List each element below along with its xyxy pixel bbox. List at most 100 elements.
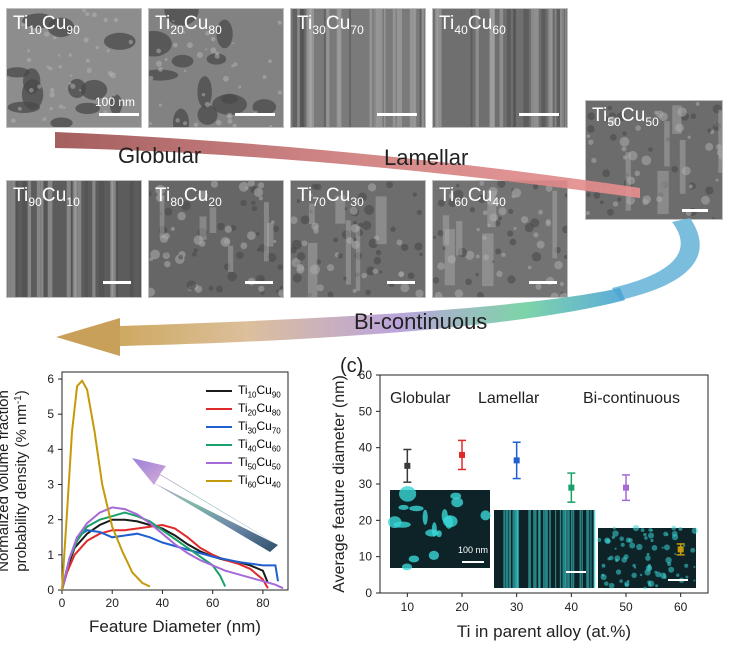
label-lamellar: Lamellar — [384, 145, 469, 170]
inset-micrograph — [494, 510, 596, 588]
micrograph-texture — [149, 181, 283, 297]
label-globular: Globular — [118, 143, 202, 168]
x-axis-label: Ti in parent alloy (at.%) — [457, 622, 631, 641]
y-tick-label: 2 — [47, 513, 54, 527]
micrograph-texture — [291, 181, 425, 297]
x-tick-label: 20 — [106, 596, 120, 610]
inset-micrograph — [597, 524, 699, 590]
micrograph-texture — [7, 9, 141, 127]
inset-scale-bar — [566, 571, 586, 573]
legend-entry: Ti10Cu90 — [206, 383, 281, 399]
micrograph-tile: Ti30Cu70 — [290, 8, 426, 128]
legend-entry: Ti40Cu60 — [206, 437, 281, 453]
composition-label: Ti60Cu40 — [439, 185, 506, 209]
legend-label: Ti30Cu70 — [238, 419, 281, 436]
micrograph-texture — [433, 181, 567, 297]
x-tick-label: 50 — [619, 600, 633, 614]
plot-frame — [61, 371, 289, 591]
composition-label: Ti30Cu70 — [297, 13, 364, 37]
bottom-flow-ribbon — [120, 288, 625, 346]
micrograph-tile: Ti80Cu20 — [148, 180, 284, 298]
legend-entry: Ti30Cu70 — [206, 419, 281, 435]
micrograph-tile: Ti70Cu30 — [290, 180, 426, 298]
x-tick-label: 40 — [156, 596, 170, 610]
y-tick-label: 4 — [47, 442, 54, 456]
scale-bar — [529, 281, 557, 284]
legend-entry: Ti20Cu80 — [206, 401, 281, 417]
y-axis-label: Average feature diameter (nm) — [331, 375, 348, 593]
inset-scale-bar-label: 100 nm — [458, 545, 488, 555]
legend-label: Ti10Cu90 — [238, 383, 281, 400]
micrograph-tile: Ti20Cu80 — [148, 8, 284, 128]
y-tick-label: 20 — [359, 513, 373, 527]
data-point — [622, 474, 630, 502]
y-tick-label: 0 — [365, 586, 372, 600]
x-tick-label: 10 — [401, 600, 415, 614]
micrograph-texture — [291, 9, 425, 127]
scale-bar — [103, 281, 131, 284]
micrograph-texture — [7, 181, 141, 297]
scale-bar-label: 100 nm — [95, 95, 136, 109]
x-tick-label: 30 — [510, 600, 524, 614]
micrograph-tile: Ti10Cu90 100 nm — [6, 8, 142, 128]
inset-scale-bar — [668, 579, 688, 581]
y-tick-label: 5 — [47, 407, 54, 421]
scale-bar — [519, 113, 559, 116]
composition-label: Ti40Cu60 — [439, 13, 506, 37]
legend-entry: Ti60Cu40 — [206, 473, 281, 489]
panel-label-c: (c) — [340, 355, 363, 377]
series-line — [61, 379, 151, 591]
legend-swatch — [206, 480, 232, 483]
composition-label: Ti90Cu10 — [13, 185, 80, 209]
composition-label: Ti70Cu30 — [297, 185, 364, 209]
data-point — [512, 441, 521, 480]
composition-label: Ti80Cu20 — [155, 185, 222, 209]
x-tick-label: 60 — [674, 600, 688, 614]
x-tick-label: 80 — [256, 596, 270, 610]
x-tick-label: 20 — [455, 600, 469, 614]
region-label: Lamellar — [478, 390, 540, 407]
x-tick-label: 60 — [206, 596, 220, 610]
bottom-flow-arrowhead — [56, 318, 120, 356]
y-axis-label-line2: probability density (% nm-1) — [13, 390, 31, 571]
composition-label: Ti50Cu50 — [592, 105, 659, 129]
legend-entry: Ti50Cu50 — [206, 455, 281, 471]
legend-swatch — [206, 390, 232, 393]
inset-scale-bar — [462, 561, 484, 563]
y-axis-label: Normalized volume fraction probability de… — [0, 390, 30, 572]
data-point — [403, 448, 412, 483]
series-line — [61, 523, 269, 591]
micrograph-tile: Ti60Cu40 — [432, 180, 568, 298]
y-tick-label: 60 — [359, 368, 373, 382]
y-tick-label: 6 — [47, 372, 54, 386]
legend-swatch — [206, 462, 232, 465]
legend-label: Ti20Cu80 — [238, 401, 281, 418]
legend-swatch — [206, 408, 232, 411]
scale-bar — [245, 281, 273, 284]
micrograph-tile: Ti90Cu10 — [6, 180, 142, 298]
y-tick-label: 40 — [359, 441, 373, 455]
label-bicontinuous: Bi-continuous — [354, 309, 488, 334]
micrograph-texture — [149, 9, 283, 127]
y-tick-label: 30 — [359, 477, 373, 491]
y-axis-label-line1: Normalized volume fraction — [0, 390, 12, 572]
legend-label: Ti40Cu60 — [238, 437, 281, 454]
legend-swatch — [206, 444, 232, 447]
micrograph-tile: Ti40Cu60 — [432, 8, 568, 128]
composition-label: Ti20Cu80 — [155, 13, 222, 37]
top-flow-ribbon — [55, 132, 640, 198]
data-point — [676, 543, 685, 556]
y-tick-label: 50 — [359, 404, 373, 418]
y-tick-label: 10 — [359, 550, 373, 564]
data-point — [567, 472, 576, 503]
micrograph-tile: Ti50Cu50 — [585, 100, 723, 220]
region-label: Globular — [390, 390, 451, 407]
scale-bar — [377, 113, 417, 116]
region-label: Bi-continuous — [583, 390, 680, 407]
legend-label: Ti60Cu40 — [238, 473, 281, 490]
legend-swatch — [206, 426, 232, 429]
scale-bar — [235, 113, 275, 116]
y-tick-label: 1 — [47, 548, 54, 562]
